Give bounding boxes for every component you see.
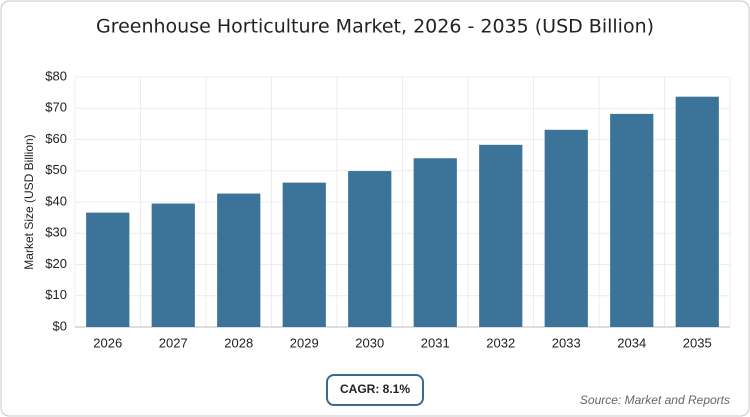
y-tick-label: $10	[45, 287, 67, 302]
y-axis-label: Market Size (USD Billion)	[22, 134, 36, 269]
x-tick-label: 2035	[683, 335, 712, 350]
x-tick-label: 2031	[421, 335, 450, 350]
y-tick-label: $20	[45, 256, 67, 271]
x-tick-label: 2034	[617, 335, 646, 350]
y-tick-label: $50	[45, 162, 67, 177]
y-tick-label: $70	[45, 100, 67, 115]
bar	[348, 171, 392, 327]
bar	[151, 203, 195, 327]
bar	[544, 129, 588, 327]
y-tick-label: $0	[53, 318, 67, 333]
bar	[413, 158, 457, 327]
bar	[479, 144, 523, 327]
chart-title: Greenhouse Horticulture Market, 2026 - 2…	[96, 16, 654, 38]
y-tick-label: $40	[45, 193, 67, 208]
x-tick-label: 2030	[355, 335, 384, 350]
x-tick-label: 2033	[552, 335, 581, 350]
bar	[610, 113, 654, 327]
x-tick-label: 2026	[93, 335, 122, 350]
x-tick-label: 2027	[159, 335, 188, 350]
y-tick-label: $60	[45, 131, 67, 146]
cagr-box	[326, 374, 424, 406]
bar	[217, 193, 261, 327]
x-tick-label: 2028	[224, 335, 253, 350]
y-tick-label: $30	[45, 225, 67, 240]
bar	[282, 182, 326, 327]
x-tick-label: 2032	[486, 335, 515, 350]
bar	[86, 212, 130, 327]
bar	[675, 96, 719, 327]
cagr-label: CAGR: 8.1%	[340, 382, 410, 396]
y-tick-label: $80	[45, 68, 67, 83]
x-tick-label: 2029	[290, 335, 319, 350]
source: Source: Market and Reports	[580, 393, 730, 407]
